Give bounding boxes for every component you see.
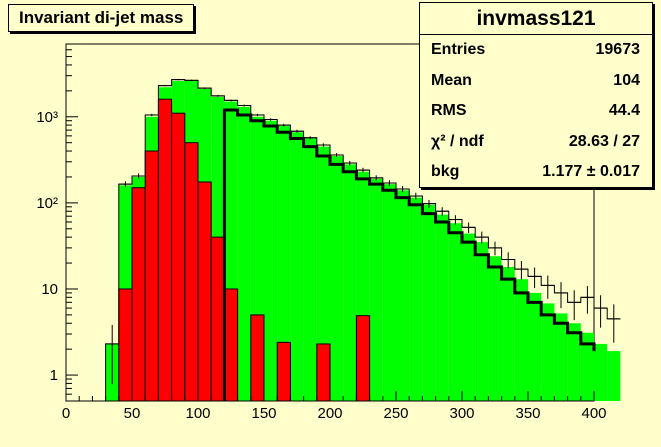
stats-box: invmass121 Entries 19673 Mean 104 RMS 44… (419, 2, 653, 188)
background-bar (475, 242, 489, 401)
stats-row-mean: Mean 104 (420, 66, 652, 97)
background-bar (462, 233, 476, 401)
x-tick-label: 400 (581, 405, 606, 422)
stats-row-bkg: bkg 1.177 ± 0.017 (420, 157, 652, 188)
signal-bar (210, 236, 225, 402)
stats-row-entries: Entries 19673 (420, 35, 652, 66)
background-bar (580, 332, 594, 401)
signal-bar (355, 315, 371, 402)
background-bar (554, 313, 568, 401)
signal-bar (131, 187, 146, 402)
stats-value: 44.4 (608, 102, 640, 120)
background-bar (448, 223, 462, 401)
x-tick-label: 200 (317, 405, 342, 422)
background-bar (343, 164, 357, 401)
chart-title: Invariant di-jet mass (8, 4, 195, 32)
signal-bar (316, 343, 331, 402)
signal-bar (250, 314, 265, 402)
stats-label: Entries (431, 41, 486, 58)
background-bar (396, 190, 410, 401)
background-bar (316, 146, 330, 401)
background-bar (409, 197, 423, 401)
stats-value: 1.177 ± 0.017 (542, 163, 640, 181)
stats-value: 28.63 / 27 (568, 132, 640, 150)
y-tick-label: 10 (41, 281, 58, 298)
background-bar (290, 132, 304, 401)
background-bar (422, 204, 436, 401)
background-bar (237, 106, 251, 401)
background-bar (594, 343, 608, 401)
x-tick-label: 250 (383, 405, 408, 422)
stats-histogram-name: invmass121 (420, 3, 652, 35)
background-bar (435, 214, 449, 401)
y-tick-label: 1 (50, 367, 58, 384)
stats-row-rms: RMS 44.4 (420, 96, 652, 127)
x-tick-label: 300 (449, 405, 474, 422)
background-bar (567, 323, 581, 401)
signal-bar (184, 142, 199, 402)
background-bar (514, 279, 528, 401)
background-bar (541, 303, 555, 401)
x-tick-label: 100 (185, 405, 210, 422)
stats-row-chi2: χ² / ndf 28.63 / 27 (420, 127, 652, 158)
background-bar (369, 178, 383, 401)
signal-bar (171, 112, 186, 402)
stats-value: 19673 (595, 41, 641, 58)
signal-bar (118, 288, 133, 402)
background-bar (528, 292, 542, 401)
stats-label: χ² / ndf (431, 132, 484, 150)
stats-value: 104 (613, 71, 640, 89)
signal-bar (144, 150, 159, 402)
signal-bar (197, 181, 212, 402)
signal-bar (157, 98, 173, 402)
stats-label: RMS (431, 102, 467, 120)
x-tick-label: 50 (124, 405, 141, 422)
y-tick-label: 10³ (36, 109, 58, 126)
background-bar (264, 120, 278, 402)
background-bar (303, 138, 317, 402)
background-bar (607, 351, 621, 401)
background-bar (501, 266, 515, 401)
x-tick-label: 0 (62, 405, 70, 422)
background-bar (277, 126, 291, 401)
stats-label: Mean (431, 71, 472, 89)
x-tick-label: 350 (515, 405, 540, 422)
y-tick-label: 10² (36, 195, 58, 212)
background-bar (330, 156, 344, 401)
x-tick-label: 150 (251, 405, 276, 422)
signal-bar (223, 288, 239, 402)
background-bar (488, 256, 502, 401)
background-bar (382, 184, 396, 401)
signal-bar (276, 341, 291, 402)
fit-curve (222, 108, 596, 401)
stats-label: bkg (431, 163, 460, 181)
